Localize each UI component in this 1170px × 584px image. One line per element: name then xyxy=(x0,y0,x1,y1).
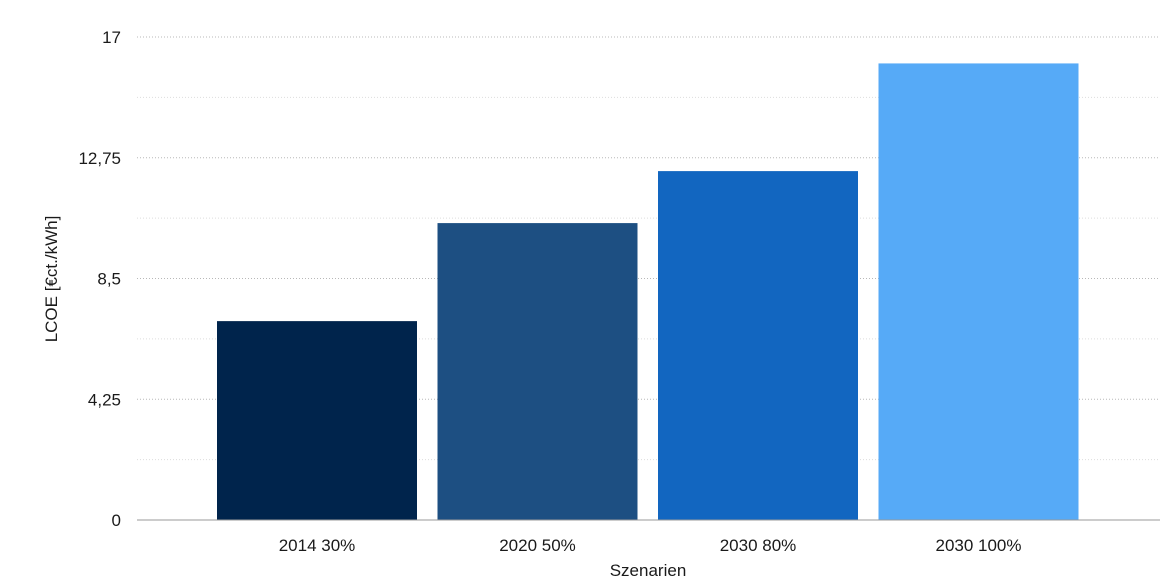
bar-4 xyxy=(878,63,1079,520)
x-axis-title: Szenarien xyxy=(610,561,687,580)
bars xyxy=(217,63,1079,521)
y-tick-label: 4,25 xyxy=(88,390,121,409)
x-tick-label: 2030 100% xyxy=(935,536,1021,555)
y-tick-label: 0 xyxy=(112,511,121,530)
y-tick-label: 8,5 xyxy=(97,270,121,289)
y-axis-ticks: 0 4,25 8,5 12,75 17 xyxy=(78,28,121,530)
bar-1 xyxy=(217,321,417,520)
y-tick-label: 12,75 xyxy=(78,149,121,168)
bar-2 xyxy=(437,223,638,521)
x-tick-label: 2030 80% xyxy=(720,536,797,555)
bar-3 xyxy=(658,171,858,521)
x-tick-label: 2020 50% xyxy=(499,536,576,555)
y-axis-title: LCOE [€ct./kWh] xyxy=(42,216,61,343)
y-tick-label: 17 xyxy=(102,28,121,47)
x-axis-ticks: 2014 30% 2020 50% 2030 80% 2030 100% xyxy=(279,536,1022,555)
x-tick-label: 2014 30% xyxy=(279,536,356,555)
